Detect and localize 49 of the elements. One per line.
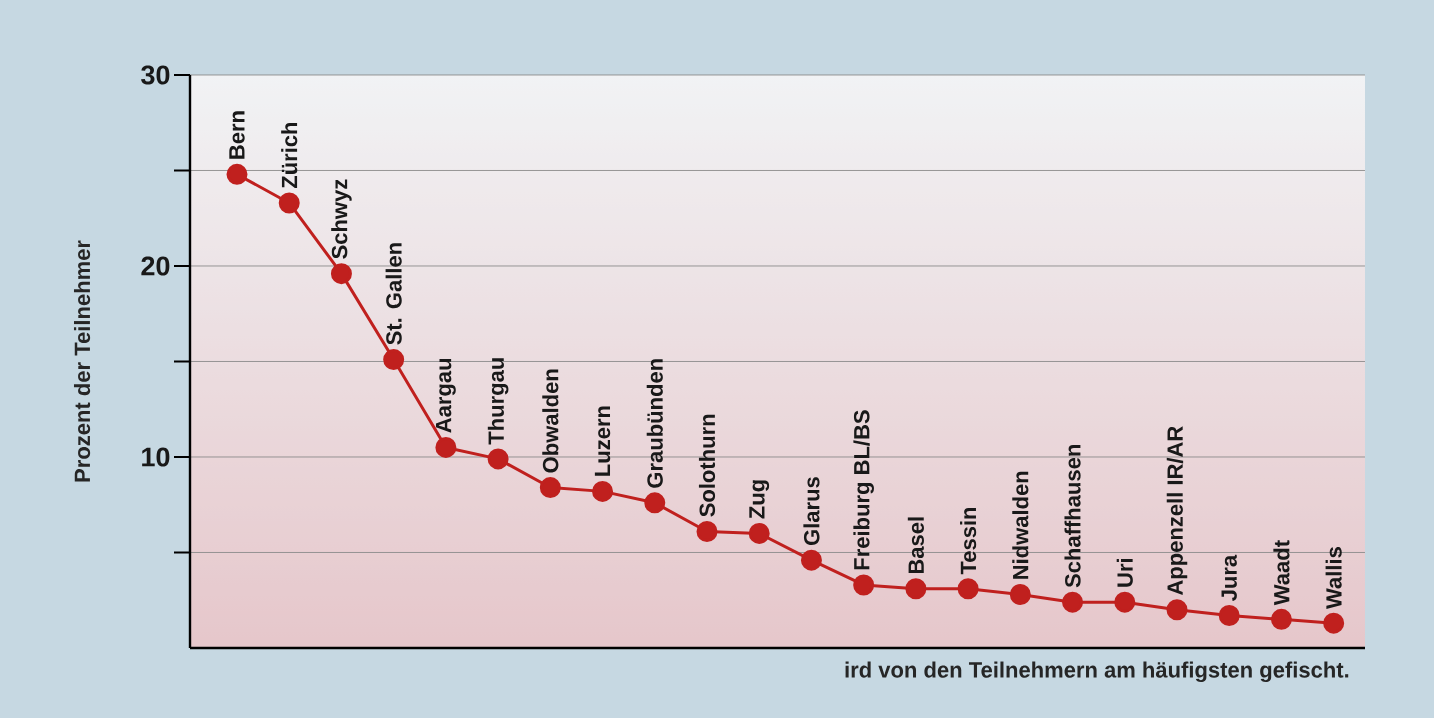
x-tick-label: Luzern: [594, 406, 611, 476]
x-tick-label: Schwyz: [331, 179, 352, 259]
x-tick-label: Uri: [1116, 558, 1133, 587]
x-tick-label: Zürich: [281, 122, 298, 189]
x-tick-label: St. Gallen: [385, 243, 402, 345]
x-tick-label: Freiburg BL/BS: [853, 410, 874, 570]
x-tick-label: Wallis: [1325, 547, 1342, 609]
point: [748, 522, 770, 544]
x-tick-label: Appenzell IR/AR: [1166, 426, 1188, 596]
x-tick-label: Glarus: [803, 477, 820, 546]
point: [435, 436, 457, 458]
x-tick-label: Nidwalden: [1012, 471, 1029, 579]
x-tick-label: Graubünden: [646, 359, 663, 488]
x-tick-label: Bern: [229, 111, 245, 159]
x-tick-label: Schaffhausen: [1064, 445, 1081, 588]
point: [1166, 599, 1188, 621]
point: [330, 263, 352, 285]
point: [383, 349, 405, 371]
point: [644, 492, 666, 514]
y-axis-title: Prozent der Teilnehmer: [73, 240, 91, 482]
point: [539, 477, 561, 499]
point: [1270, 608, 1292, 630]
point: [1009, 584, 1031, 606]
x-tick-label: Solothurn: [698, 414, 716, 517]
point: [592, 480, 614, 502]
point: [1218, 605, 1240, 627]
y-tick-label: 20: [141, 256, 170, 276]
y-tick-label: 10: [142, 447, 170, 467]
x-tick-label: Thurgau: [487, 358, 509, 445]
point: [957, 578, 979, 600]
point: [800, 549, 822, 571]
x-tick-label: Tessin: [960, 507, 977, 575]
x-axis-title: ird von den Teilnehmern am häufigsten gefischt.: [845, 661, 1349, 683]
point: [905, 578, 927, 600]
point: [1114, 591, 1136, 613]
x-tick-label: Zug: [749, 480, 770, 519]
x-tick-label: Obwalden: [542, 369, 559, 473]
x-tick-label: Waadt: [1273, 540, 1290, 606]
point: [696, 520, 718, 542]
point: [487, 448, 509, 470]
point: [1062, 591, 1084, 613]
y-tick-label: 30: [141, 65, 170, 85]
x-tick-label: Basel: [907, 517, 924, 574]
point: [853, 574, 875, 596]
point: [226, 163, 248, 185]
x-tick-label: Aargau: [435, 358, 456, 433]
point: [1323, 612, 1345, 634]
point: [278, 192, 300, 214]
x-tick-label: Jura: [1221, 554, 1237, 601]
